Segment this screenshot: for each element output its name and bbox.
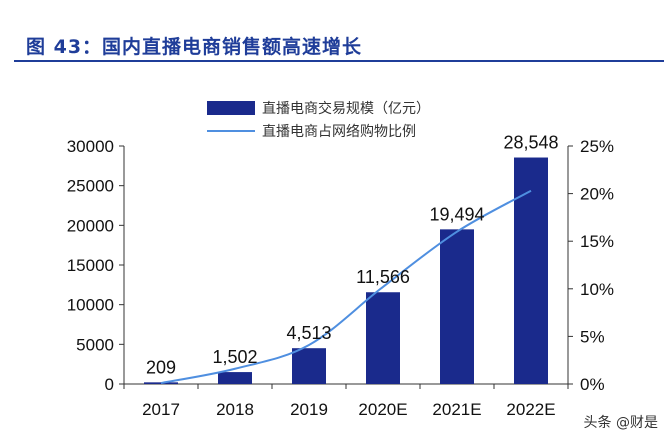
left-tick-label: 15000 — [67, 256, 114, 275]
bar-value-label: 4,513 — [286, 323, 331, 343]
left-tick-label: 10000 — [67, 296, 114, 315]
left-tick-label: 25000 — [67, 177, 114, 196]
line-series — [160, 189, 532, 385]
right-tick-label: 15% — [580, 232, 614, 251]
left-tick-label: 20000 — [67, 216, 114, 235]
legend-line-label: 直播电商占网络购物比例 — [262, 123, 416, 139]
x-tick-label: 2020E — [358, 400, 407, 419]
bar-value-label: 19,494 — [429, 204, 484, 224]
watermark: 头条 @财是 — [583, 415, 658, 431]
right-tick-label: 20% — [580, 185, 614, 204]
bar-value-label: 1,502 — [212, 347, 257, 367]
bar — [366, 292, 400, 384]
legend-bar-label: 直播电商交易规模（亿元） — [262, 100, 430, 116]
figure-title: 图 43：国内直播电商销售额高速增长 — [26, 36, 363, 58]
right-tick-label: 0% — [580, 375, 605, 394]
right-tick-label: 5% — [580, 327, 605, 346]
bar — [218, 372, 252, 384]
bar — [514, 157, 548, 384]
chart-axes: 0 5000 10000 15000 20000 25000 30000 0% 5% 10% 15%… — [67, 137, 614, 419]
bar-value-label: 11,566 — [356, 267, 410, 287]
legend-bar-swatch — [207, 101, 255, 115]
x-tick-label: 2018 — [216, 400, 254, 419]
bar-value-label: 209 — [146, 357, 176, 377]
left-tick-label: 5000 — [76, 335, 114, 354]
title-underline — [14, 60, 664, 62]
bar-series — [144, 157, 548, 384]
left-tick-label: 0 — [105, 375, 114, 394]
chart-legend: 直播电商交易规模（亿元） 直播电商占网络购物比例 — [207, 100, 430, 139]
bar — [144, 382, 178, 384]
data-labels: 209 1,502 4,513 11,566 19,494 28,548 — [146, 133, 559, 378]
right-tick-label: 10% — [580, 280, 614, 299]
bar — [292, 348, 326, 384]
right-tick-label: 25% — [580, 137, 614, 156]
bar-value-label: 28,548 — [503, 133, 558, 153]
x-tick-label: 2022E — [506, 400, 555, 419]
x-tick-label: 2021E — [432, 400, 481, 419]
left-tick-label: 30000 — [67, 137, 114, 156]
x-tick-label: 2017 — [142, 400, 180, 419]
bar — [440, 229, 474, 384]
share-line — [160, 189, 532, 385]
figure-title-bar: 图 43：国内直播电商销售额高速增长 — [14, 28, 664, 62]
x-tick-label: 2019 — [290, 400, 328, 419]
